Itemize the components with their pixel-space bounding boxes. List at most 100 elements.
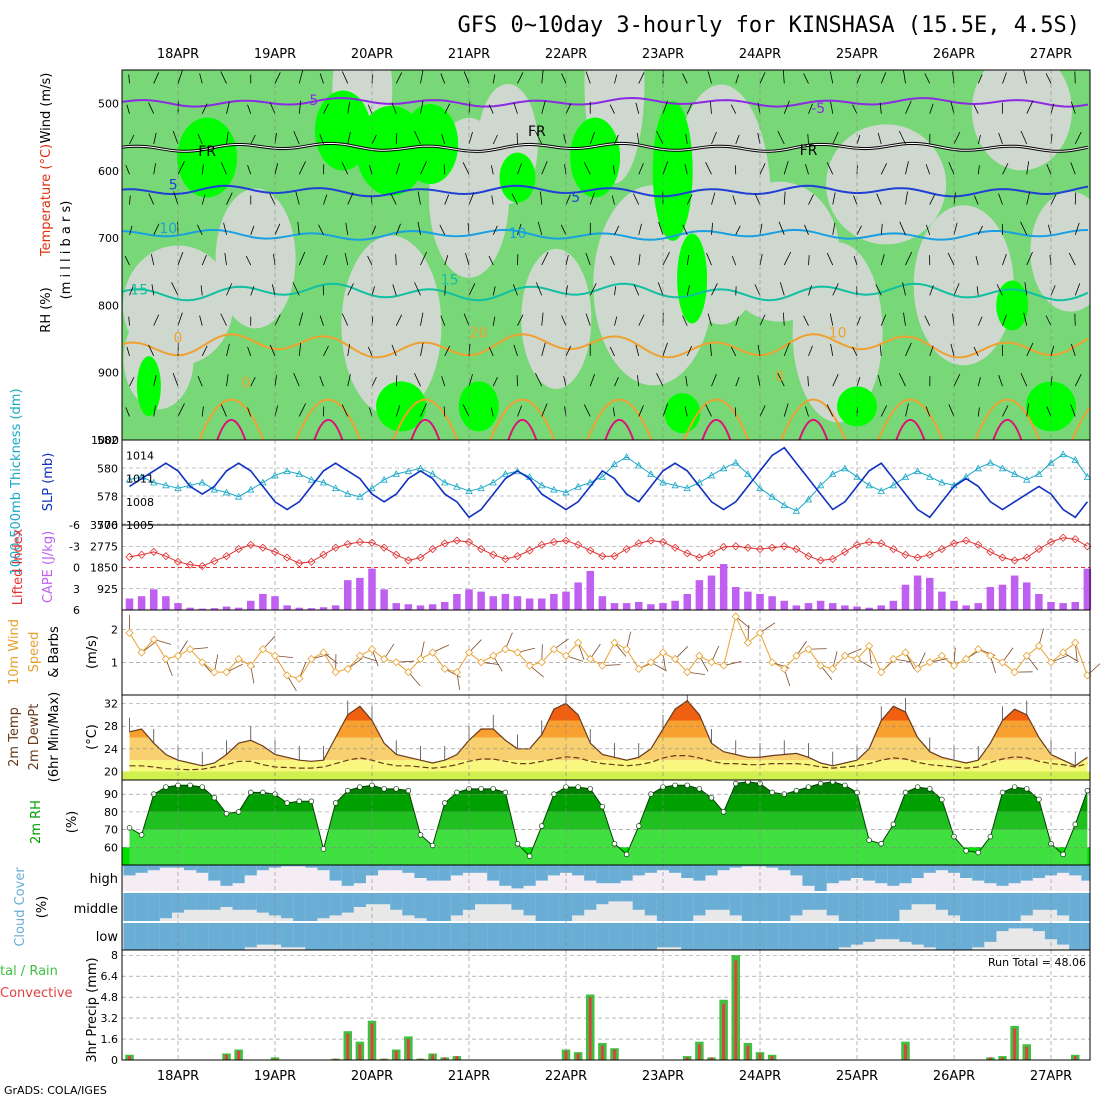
wind-barb xyxy=(759,254,763,266)
rh2m-point xyxy=(623,851,630,858)
wind10-point xyxy=(610,638,619,647)
precip-convective-bar xyxy=(988,1057,992,1060)
wind-barb xyxy=(1050,103,1055,114)
lifted-index-point xyxy=(270,547,280,557)
wind-barb xyxy=(414,282,421,296)
cloud-cover-bar xyxy=(996,923,1009,932)
wind-barb xyxy=(1002,163,1009,175)
wind-barb xyxy=(513,102,518,114)
rh2m-point xyxy=(332,800,339,806)
precip-convective-bar xyxy=(443,1057,447,1060)
wind-barb xyxy=(875,284,882,296)
lifted-index-point xyxy=(1034,544,1043,554)
wind-barb xyxy=(757,375,761,387)
wind-barb xyxy=(583,404,591,417)
wind10-point xyxy=(501,645,510,654)
cloud-cover-bar xyxy=(1081,893,1090,921)
wind-barb xyxy=(420,100,424,114)
temp-contour-30 xyxy=(895,419,926,440)
wind-barb xyxy=(952,71,955,84)
cloud-cover-bar xyxy=(935,865,948,871)
wind-barb xyxy=(805,164,809,175)
wind-barb xyxy=(561,315,567,326)
lifted-index-point xyxy=(440,539,449,548)
lifted-index-point xyxy=(501,554,510,564)
cloud-cover-bar xyxy=(499,893,512,905)
wind10-barb xyxy=(589,643,601,660)
precip-ytick: 3.2 xyxy=(101,1012,119,1025)
cloud-cover-bar xyxy=(863,865,876,881)
wind10-units-title: (m/s) xyxy=(85,635,100,669)
rh2m-point xyxy=(405,787,412,794)
wind10-point xyxy=(210,668,219,677)
wind-barb xyxy=(560,224,567,235)
thickness-point xyxy=(234,492,243,500)
wind-barb xyxy=(345,222,349,235)
wind10-point xyxy=(198,658,207,667)
wind-barb xyxy=(905,342,912,357)
temp-contour-label: 5 xyxy=(169,178,178,194)
wind-barb xyxy=(271,284,276,296)
wind-barb xyxy=(293,130,300,145)
wind10-point xyxy=(755,628,765,637)
wind-barb xyxy=(610,255,615,266)
cloud-cover-bar xyxy=(281,865,294,867)
cloud-cover-bar xyxy=(135,865,148,873)
cloud-cover-bar xyxy=(717,923,730,950)
cloud-cover-bar xyxy=(281,923,294,948)
wind-barb xyxy=(274,375,277,387)
cape-bar xyxy=(295,607,304,610)
wind-barb xyxy=(541,342,546,357)
cloud-cover-bar xyxy=(693,923,706,950)
precip-ytick: 4.8 xyxy=(101,991,119,1004)
wind10-point xyxy=(574,638,583,647)
lifted-index-point xyxy=(852,540,862,549)
wind-barb xyxy=(318,224,324,235)
cape-bar xyxy=(428,604,437,610)
cloud-cover-bar xyxy=(135,923,148,950)
wind-barb xyxy=(269,193,276,205)
wind10-barb xyxy=(759,622,776,634)
wind-barb xyxy=(977,134,981,145)
wind-barb xyxy=(153,405,156,417)
rh2m-point xyxy=(187,782,193,789)
temp-contour-20 xyxy=(122,333,1089,359)
wind-barb xyxy=(973,346,979,357)
cloud-cover-bar xyxy=(232,865,245,884)
thickness-point xyxy=(671,481,679,489)
wind-barb xyxy=(953,131,961,145)
rh-ytick: 70 xyxy=(104,824,118,837)
lifted-index-point xyxy=(949,539,959,548)
wind-barb xyxy=(537,221,543,235)
precip-ytick: 1.6 xyxy=(101,1033,119,1046)
temp-contour-25 xyxy=(780,398,847,440)
wind10-barb xyxy=(383,643,395,660)
temp-contour-30 xyxy=(604,419,635,440)
cape-bar xyxy=(1022,582,1031,610)
lifted-index-point xyxy=(404,556,413,565)
cloud-cover-bar xyxy=(669,893,682,921)
wind-barb xyxy=(711,374,717,387)
wind-barb xyxy=(686,103,693,114)
thickness-point xyxy=(792,506,801,514)
temp-contour-label: FR xyxy=(528,124,546,140)
wind-barb xyxy=(492,225,498,235)
lifted-index-point xyxy=(974,540,983,549)
wind10-point xyxy=(1059,648,1068,657)
wind-barb xyxy=(390,193,397,205)
lifted-index-point xyxy=(695,553,704,562)
wind-barb xyxy=(490,165,494,175)
lifted-ytick: 3 xyxy=(73,583,80,596)
wind-barb xyxy=(856,134,861,145)
wind-barb xyxy=(391,102,397,114)
wind-ytick: 2 xyxy=(111,624,118,637)
wind10-point xyxy=(683,668,692,677)
temp-contour-25 xyxy=(877,398,944,440)
wind-barb xyxy=(730,346,737,357)
rh2m-point xyxy=(1011,784,1018,790)
precip-convective-bar xyxy=(394,1050,398,1060)
wind-barb xyxy=(757,344,761,356)
rh2m-point xyxy=(223,810,230,817)
wind-barb xyxy=(341,162,349,175)
lifted-index-point xyxy=(889,544,898,554)
